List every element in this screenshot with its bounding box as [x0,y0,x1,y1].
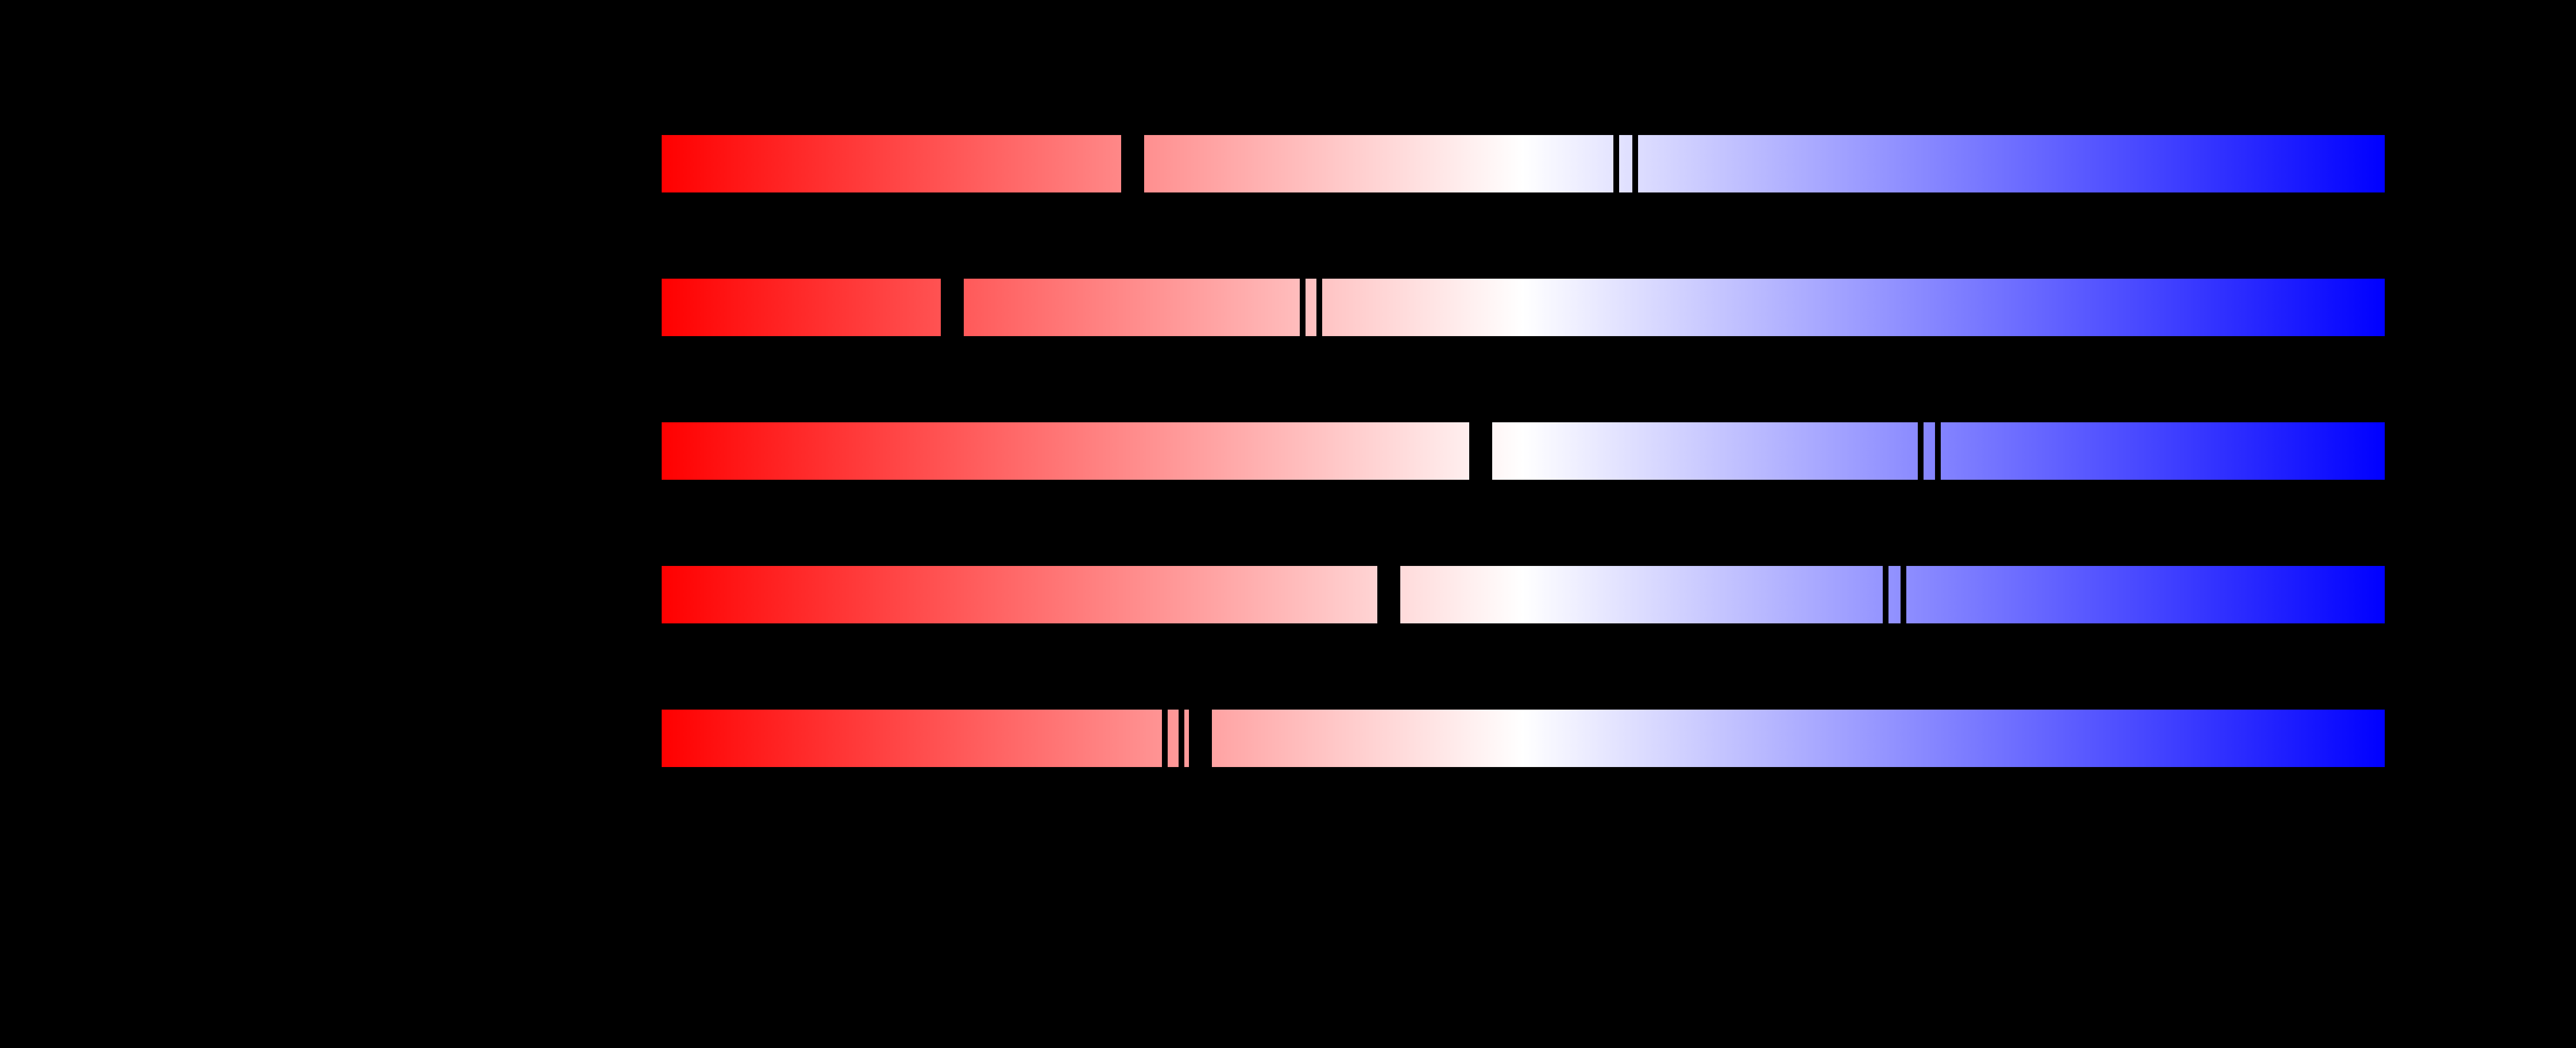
tick-line [1316,279,1322,336]
gap-marker [941,279,964,336]
gradient-bar [662,710,2385,767]
gap-marker [1377,566,1400,623]
gap-marker [1189,710,1212,767]
gradient-bar [662,135,2385,192]
gradient-bar [662,566,2385,623]
tick-line [1901,566,1906,623]
tick-line [1918,422,1924,480]
gap-marker [1469,422,1492,480]
tick-line [1613,135,1619,192]
gradient-bar [662,422,2385,480]
tick-line [1179,710,1184,767]
tick-line [1935,422,1941,480]
gradient-bar [662,279,2385,336]
tick-line [1300,279,1306,336]
tick-line [1632,135,1638,192]
tick-line [1162,710,1168,767]
tick-line [1883,566,1888,623]
gap-marker [1121,135,1144,192]
